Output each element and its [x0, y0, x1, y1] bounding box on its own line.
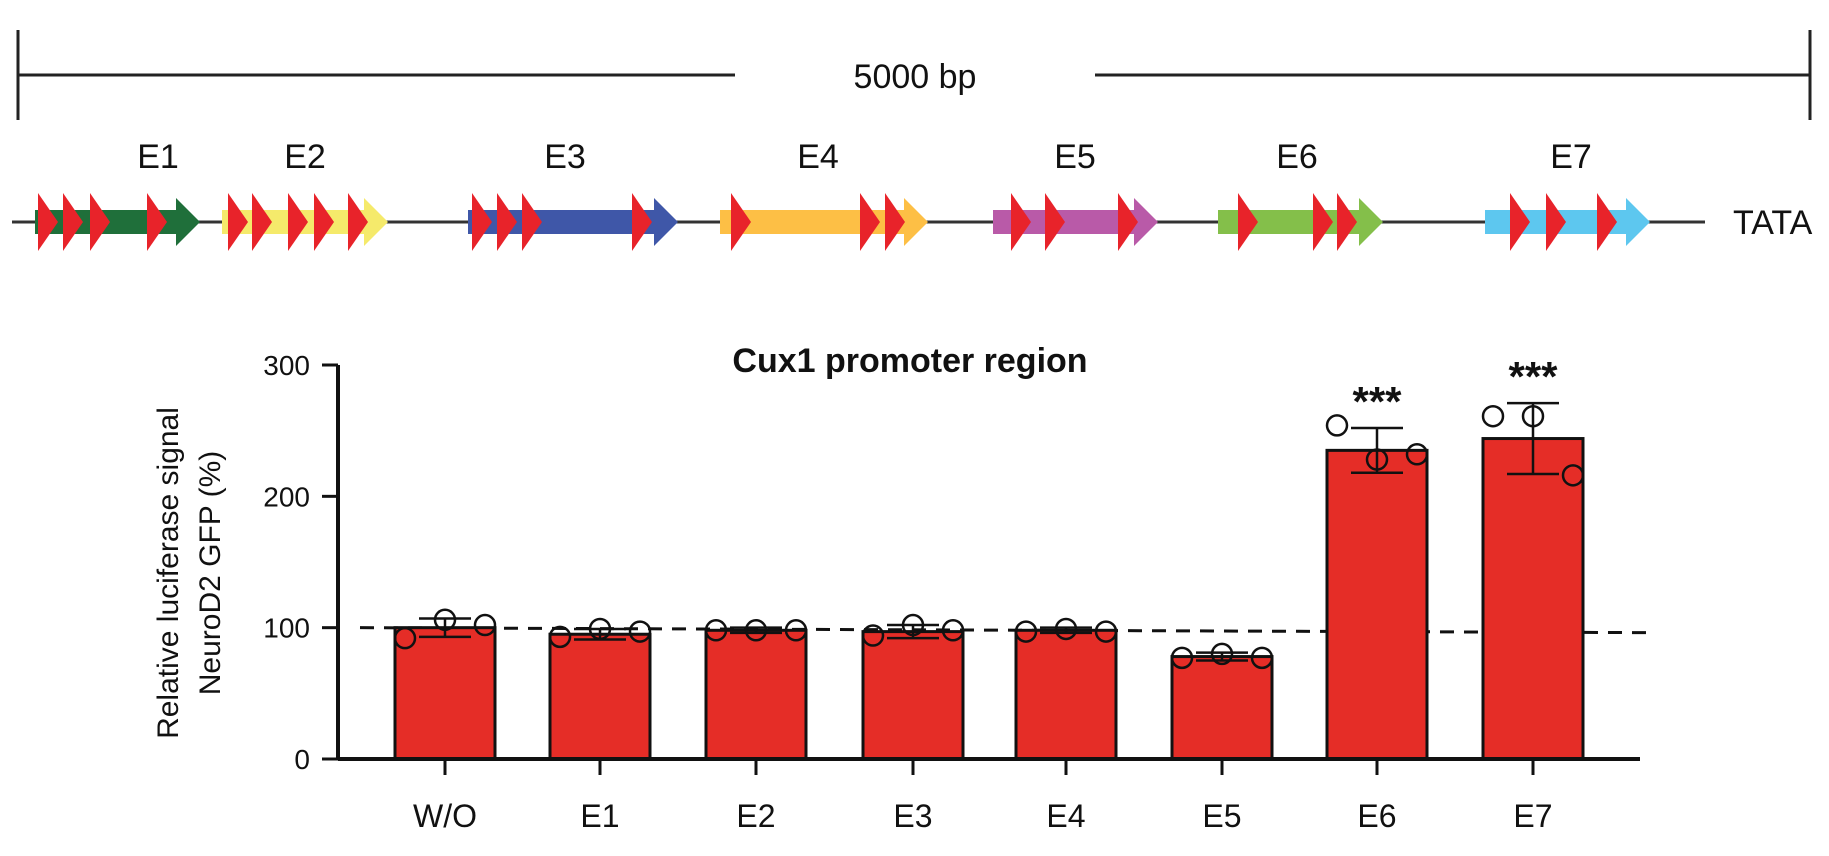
marks-layer: *** *** — [393, 353, 1585, 670]
bar-E7 — [1481, 437, 1585, 761]
y-tick-label-100: 100 — [263, 613, 310, 644]
element-e3-body — [468, 210, 654, 234]
element-label-e6: E6 — [1276, 138, 1318, 176]
element-label-e3: E3 — [544, 138, 586, 176]
bar-E1 — [548, 632, 652, 761]
binding-site-e4-2 — [860, 193, 880, 251]
bar-E2 — [704, 628, 808, 761]
x-tick-label-W/O: W/O — [413, 798, 477, 834]
bar-chart: Cux1 promoter region Relative luciferase… — [152, 342, 1653, 834]
binding-site-e6-3 — [1337, 193, 1357, 251]
data-point-E1-2 — [588, 617, 612, 641]
binding-site-e1-4 — [147, 193, 167, 251]
binding-site-e5-3 — [1118, 193, 1138, 251]
data-point-E4-2 — [1054, 617, 1078, 641]
data-point-E2-3 — [784, 619, 808, 642]
binding-site-e6-2 — [1313, 193, 1333, 251]
data-point-E4-3 — [1094, 620, 1118, 643]
data-point-E6-3 — [1405, 443, 1429, 466]
x-tick-label-E1: E1 — [580, 798, 619, 834]
binding-site-e1-3 — [90, 193, 110, 251]
data-point-W/O-2 — [433, 608, 457, 632]
data-point-E1-3 — [628, 620, 652, 643]
data-point-E2-2 — [744, 619, 768, 642]
x-tick-label-E7: E7 — [1513, 798, 1552, 834]
data-point-E1-1 — [548, 625, 572, 649]
binding-site-e7-2 — [1546, 193, 1566, 251]
y-tick-label-300: 300 — [263, 350, 310, 381]
binding-site-e3-2 — [497, 193, 517, 251]
binding-site-e4-1 — [731, 193, 751, 251]
y-tick-label-200: 200 — [263, 481, 310, 512]
binding-site-e7-1 — [1510, 193, 1530, 251]
data-point-W/O-3 — [473, 613, 497, 637]
data-point-E5-2 — [1210, 642, 1234, 666]
element-label-e7: E7 — [1550, 138, 1592, 176]
data-point-E6-2 — [1365, 448, 1389, 471]
binding-site-e2-4 — [314, 193, 334, 251]
binding-site-e2-3 — [288, 193, 308, 251]
data-point-E5-3 — [1250, 646, 1274, 670]
tata-label: TATA — [1733, 204, 1813, 242]
binding-site-e3-1 — [472, 193, 492, 251]
element-label-e1: E1 — [137, 138, 179, 176]
x-tick-label-E2: E2 — [736, 798, 775, 834]
data-point-E7-3 — [1561, 464, 1585, 487]
binding-site-e2-1 — [228, 193, 248, 251]
data-point-E3-2 — [901, 613, 925, 637]
element-e5-arrowhead — [1134, 198, 1158, 246]
bar-E6 — [1325, 448, 1429, 761]
element-e1-arrowhead — [176, 198, 200, 246]
bar-E4 — [1014, 628, 1118, 761]
chart-title: Cux1 promoter region — [732, 342, 1087, 380]
bar-E3 — [861, 630, 965, 761]
element-e4-arrowhead — [904, 198, 928, 246]
binding-site-e5-2 — [1045, 193, 1065, 251]
data-point-W/O-1 — [393, 626, 417, 650]
binding-site-e7-3 — [1597, 193, 1617, 251]
data-point-E7-1 — [1481, 404, 1505, 428]
binding-site-e2-5 — [348, 193, 368, 251]
significance-label-E6: *** — [1352, 378, 1402, 425]
y-axis-label-line1: Relative luciferase signal — [152, 407, 185, 739]
bar-W/O — [393, 626, 497, 761]
x-tick-label-E3: E3 — [893, 798, 932, 834]
data-point-E3-1 — [861, 624, 885, 647]
x-tick-label-E6: E6 — [1357, 798, 1396, 834]
significance-label-E7: *** — [1508, 353, 1558, 400]
data-point-E6-1 — [1325, 414, 1349, 437]
data-point-E5-1 — [1170, 646, 1194, 670]
binding-site-e1-2 — [63, 193, 83, 251]
binding-site-e6-1 — [1238, 193, 1258, 251]
element-label-e5: E5 — [1054, 138, 1096, 176]
data-point-E2-1 — [704, 619, 728, 642]
element-label-e2: E2 — [284, 138, 326, 176]
axes-layer: W/O E1 E2 E3 E4 E5 E6 E7 0 100 200 300 — [263, 350, 1640, 834]
bar-E5 — [1170, 655, 1274, 761]
binding-site-e3-4 — [632, 193, 652, 251]
element-e6-arrowhead — [1359, 198, 1383, 246]
binding-site-e3-3 — [522, 193, 542, 251]
element-label-e4: E4 — [797, 138, 839, 176]
bars-layer — [393, 437, 1585, 761]
binding-site-e4-3 — [885, 193, 905, 251]
binding-site-e1-1 — [38, 193, 58, 251]
data-point-E4-1 — [1014, 620, 1038, 643]
promoter-map: TATA E1 E2 E3 E4 E5 E6 E7 — [12, 138, 1813, 251]
data-point-E7-2 — [1521, 404, 1545, 428]
data-point-E3-3 — [941, 619, 965, 642]
scale-bar: 5000 bp — [16, 30, 1812, 120]
element-e2-arrowhead — [364, 198, 388, 246]
x-tick-label-E5: E5 — [1202, 798, 1241, 834]
element-e7-arrowhead — [1626, 198, 1650, 246]
element-e3-arrowhead — [654, 198, 678, 246]
y-tick-label-0: 0 — [294, 744, 310, 775]
binding-site-e2-2 — [252, 193, 272, 251]
scale-bar-label: 5000 bp — [854, 58, 977, 96]
binding-site-e5-1 — [1011, 193, 1031, 251]
x-tick-label-E4: E4 — [1046, 798, 1085, 834]
y-axis-label-line2: NeuroD2 GFP (%) — [194, 451, 227, 696]
